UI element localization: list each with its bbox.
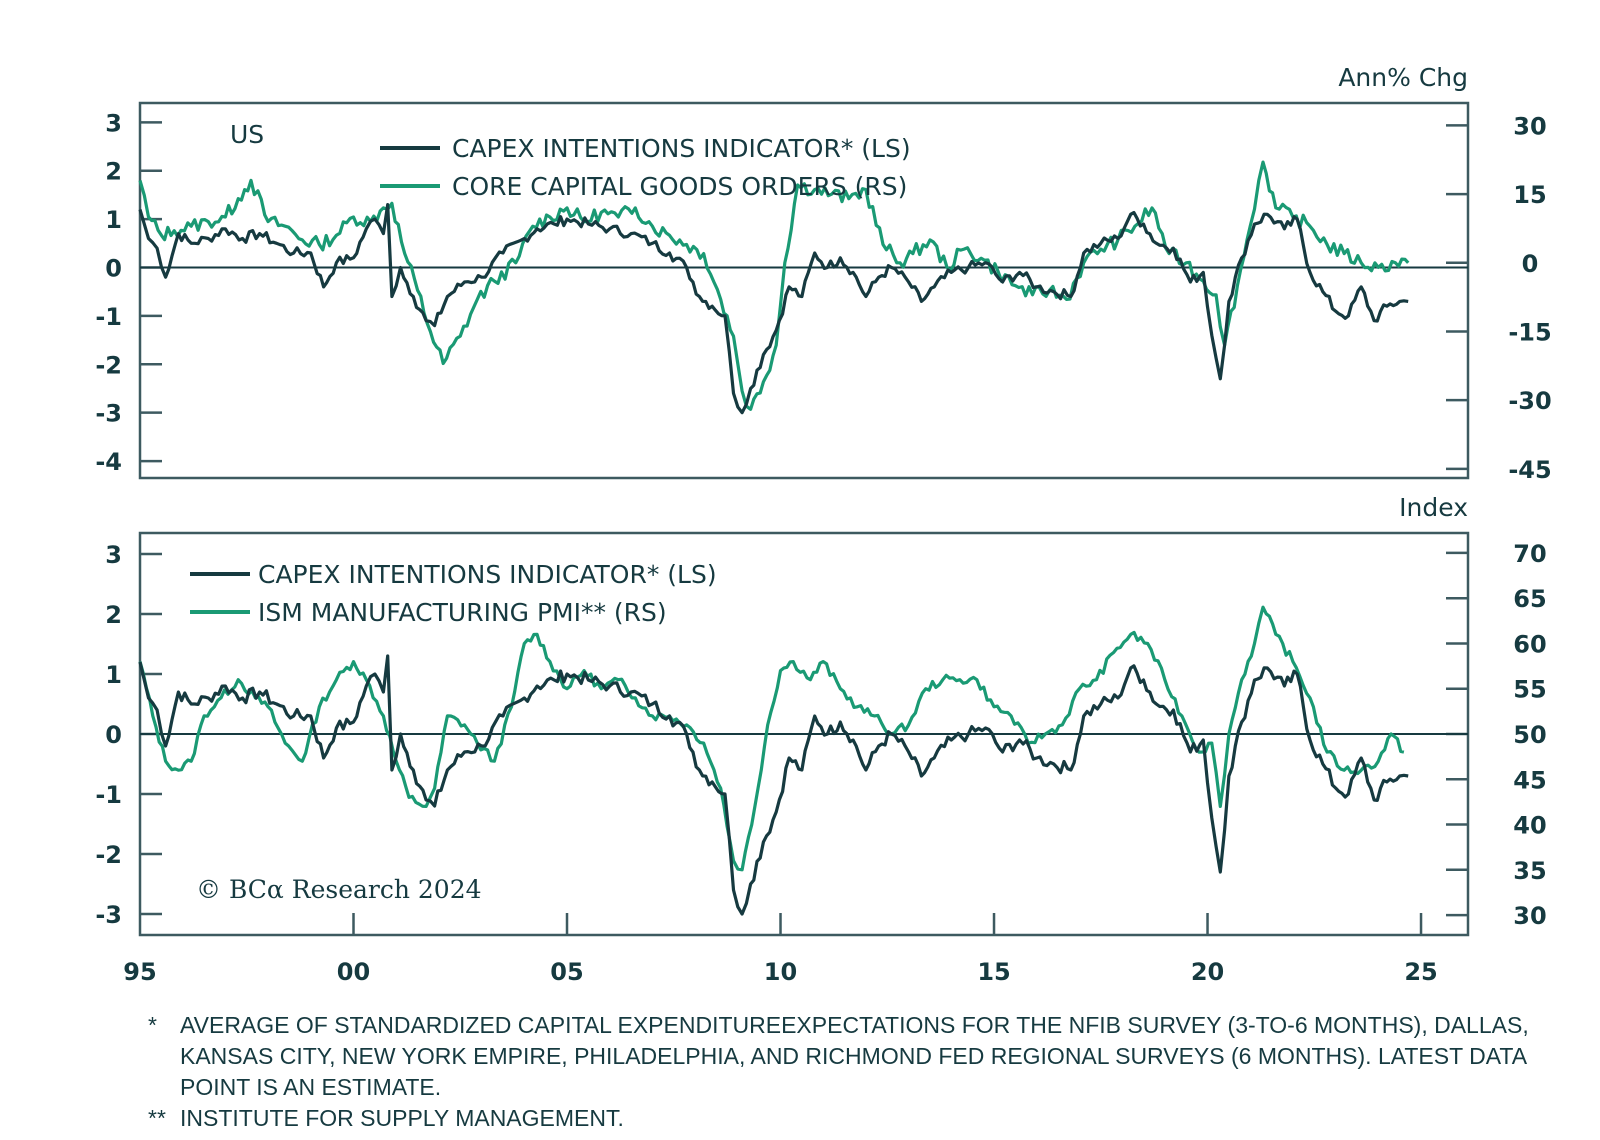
top-left-tick-label: -1 — [95, 303, 122, 331]
top-left-tick-label: 2 — [105, 158, 122, 186]
x-tick-label: 05 — [550, 958, 583, 986]
top-left-tick-label: -2 — [95, 351, 122, 379]
x-tick-label: 20 — [1191, 958, 1224, 986]
top-left-axis: 3 2 1 0 -1 -2 -3 -4 — [95, 109, 162, 476]
footnote-1-text: AVERAGE OF STANDARDIZED CAPITAL EXPENDIT… — [180, 1012, 1529, 1100]
bottom-left-tick-label: -1 — [95, 781, 122, 809]
bottom-left-axis: 3 2 1 0 -1 -2 -3 — [95, 541, 162, 929]
top-left-tick-label: 0 — [105, 255, 122, 283]
top-right-tick-label: -45 — [1508, 456, 1551, 484]
top-panel-frame — [138, 101, 1470, 480]
top-right-tick-label: 30 — [1513, 112, 1546, 140]
x-axis: 95 00 05 10 15 20 25 — [123, 913, 1438, 986]
bottom-series-capex-intentions — [138, 654, 1409, 916]
bottom-right-tick-label: 45 — [1513, 766, 1546, 794]
bottom-left-tick-label: 1 — [105, 661, 122, 689]
x-tick-label: 15 — [977, 958, 1010, 986]
top-right-unit-label: Ann% Chg — [1338, 63, 1468, 92]
top-series-capex-intentions — [138, 203, 1409, 415]
footnote-1-mark: * — [148, 1012, 157, 1038]
region-label: US — [230, 120, 264, 149]
top-legend-label-capex: CAPEX INTENTIONS INDICATOR* (LS) — [452, 134, 911, 163]
bottom-left-tick-label: 0 — [105, 721, 122, 749]
footnote-2-text: INSTITUTE FOR SUPPLY MANAGEMENT. — [180, 1105, 624, 1131]
bottom-right-tick-label: 50 — [1513, 721, 1546, 749]
footnote-2-mark: ** — [148, 1105, 166, 1131]
footnote-1: * AVERAGE OF STANDARDIZED CAPITAL EXPEND… — [148, 1010, 1548, 1103]
bottom-legend: CAPEX INTENTIONS INDICATOR* (LS) ISM MAN… — [190, 560, 717, 627]
top-left-tick-label: -4 — [95, 448, 122, 476]
top-left-tick-label: 1 — [105, 206, 122, 234]
top-right-tick-label: -15 — [1508, 318, 1551, 346]
top-left-tick-label: -3 — [95, 400, 122, 428]
x-tick-label: 10 — [764, 958, 797, 986]
bottom-left-tick-label: 2 — [105, 601, 122, 629]
top-right-tick-label: 0 — [1522, 250, 1539, 278]
watermark: © BCα Research 2024 — [196, 875, 482, 904]
bottom-right-axis: 70 65 60 55 50 45 40 35 30 — [1446, 540, 1547, 930]
bottom-right-tick-label: 55 — [1513, 676, 1546, 704]
bottom-right-tick-label: 40 — [1513, 812, 1546, 840]
bottom-legend-label-capex: CAPEX INTENTIONS INDICATOR* (LS) — [258, 560, 717, 589]
bottom-left-tick-label: 3 — [105, 541, 122, 569]
x-tick-label: 00 — [337, 958, 370, 986]
bottom-right-tick-label: 35 — [1513, 857, 1546, 885]
top-legend: CAPEX INTENTIONS INDICATOR* (LS) CORE CA… — [380, 134, 911, 201]
top-series-group — [138, 160, 1410, 415]
footnotes: * AVERAGE OF STANDARDIZED CAPITAL EXPEND… — [148, 1010, 1548, 1134]
bottom-legend-label-ism: ISM MANUFACTURING PMI** (RS) — [258, 598, 667, 627]
footnote-2: ** INSTITUTE FOR SUPPLY MANAGEMENT. — [148, 1103, 1548, 1134]
bottom-right-tick-label: 70 — [1513, 540, 1546, 568]
bottom-series-group — [138, 605, 1409, 916]
x-tick-label: 95 — [123, 958, 156, 986]
top-right-axis: 30 15 0 -15 -30 -45 — [1446, 112, 1552, 484]
bottom-left-tick-label: -3 — [95, 901, 122, 929]
top-left-tick-label: 3 — [105, 109, 122, 137]
bottom-right-tick-label: 60 — [1513, 630, 1546, 658]
top-legend-label-orders: CORE CAPITAL GOODS ORDERS (RS) — [452, 172, 907, 201]
top-series-core-capital-goods-orders — [138, 160, 1410, 411]
top-right-tick-label: 15 — [1513, 181, 1546, 209]
bottom-series-ism-manufacturing-pmi — [138, 605, 1405, 872]
x-tick-label: 25 — [1404, 958, 1437, 986]
top-right-tick-label: -30 — [1508, 387, 1551, 415]
bottom-right-tick-label: 30 — [1513, 902, 1546, 930]
bottom-right-tick-label: 65 — [1513, 585, 1546, 613]
bottom-right-unit-label: Index — [1399, 493, 1468, 522]
bottom-left-tick-label: -2 — [95, 841, 122, 869]
